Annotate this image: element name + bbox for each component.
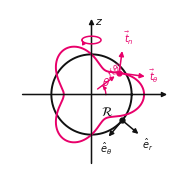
Text: $r(\theta)$: $r(\theta)$ (104, 60, 126, 80)
Text: $\mathcal{R}$: $\mathcal{R}$ (101, 106, 113, 119)
Text: $\hat{e}_{\theta}$: $\hat{e}_{\theta}$ (100, 141, 112, 156)
Text: $\vec{t}_{\theta}$: $\vec{t}_{\theta}$ (149, 68, 158, 85)
Text: $\mathit{z}$: $\mathit{z}$ (95, 17, 103, 27)
Text: $\theta$: $\theta$ (102, 76, 110, 88)
Text: $\vec{t}_n$: $\vec{t}_n$ (124, 30, 133, 47)
Text: $\hat{e}_r$: $\hat{e}_r$ (141, 137, 153, 153)
